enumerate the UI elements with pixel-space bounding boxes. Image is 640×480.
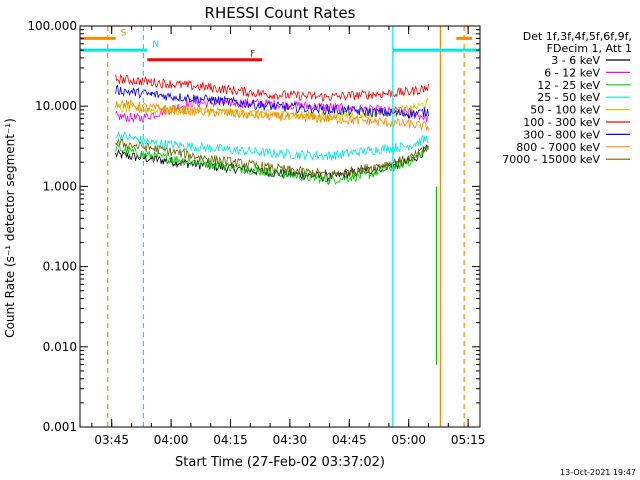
y-axis-label: Count Rate (s⁻¹ detector segment⁻¹) bbox=[3, 118, 17, 338]
x-tick-label-3: 04:15 bbox=[213, 433, 248, 447]
chart-series-layer bbox=[115, 73, 429, 186]
state-bar-label-s: S bbox=[121, 28, 127, 38]
y-tick-label-4: 1.000 bbox=[43, 179, 77, 193]
series-line-4 bbox=[115, 131, 429, 161]
legend-label-5: 50 - 100 keV bbox=[530, 104, 600, 117]
y-tick-label-3: 0.100 bbox=[43, 260, 77, 274]
x-tick-label-7: 05:15 bbox=[451, 433, 486, 447]
plot-frame bbox=[79, 25, 481, 428]
state-bar-label-n: N bbox=[152, 40, 159, 50]
x-tick-label-6: 05:00 bbox=[391, 433, 426, 447]
legend: Det 1f,3f,4f,5f,6f,9f, FDecim 1, Att 1 3… bbox=[502, 30, 632, 166]
x-tick-label-4: 04:30 bbox=[273, 433, 308, 447]
legend-label-7: 300 - 800 keV bbox=[523, 128, 600, 141]
axis-ticks: 0.001 0.010 0.100 1.000 10.000 100.000 03:45 04… bbox=[27, 19, 485, 447]
legend-header-line-1: Det 1f,3f,4f,5f,6f,9f, bbox=[523, 30, 632, 43]
y-tick-label-2: 0.010 bbox=[43, 340, 77, 354]
legend-header-line-2: FDecim 1, Att 1 bbox=[547, 42, 632, 55]
x-tick-label-2: 04:00 bbox=[154, 433, 189, 447]
y-tick-label-1: 0.001 bbox=[43, 420, 77, 434]
x-tick-label-1: 03:45 bbox=[94, 433, 129, 447]
y-tick-label-6: 100.000 bbox=[27, 19, 77, 33]
x-axis-label: Start Time (27-Feb-02 03:37:02) bbox=[175, 455, 385, 470]
legend-label-4: 25 - 50 keV bbox=[537, 91, 600, 104]
legend-label-6: 100 - 300 keV bbox=[523, 116, 600, 129]
series-line-9 bbox=[115, 137, 429, 179]
series-line-8 bbox=[115, 99, 429, 131]
x-tick-label-5: 04:45 bbox=[332, 433, 367, 447]
series-line-3 bbox=[115, 143, 429, 186]
series-line-6 bbox=[115, 73, 429, 102]
legend-label-9: 7000 - 15000 keV bbox=[502, 153, 600, 166]
state-bar-label-f: F bbox=[250, 50, 255, 60]
series-line-7 bbox=[115, 84, 429, 119]
y-tick-label-5: 10.000 bbox=[35, 99, 77, 113]
legend-label-8: 800 - 7000 keV bbox=[516, 141, 600, 154]
legend-label-2: 6 - 12 keV bbox=[544, 66, 600, 79]
legend-label-3: 12 - 25 keV bbox=[537, 79, 600, 92]
chart-title: RHESSI Count Rates bbox=[205, 4, 356, 22]
legend-label-1: 3 - 6 keV bbox=[551, 54, 600, 67]
footer-date: 13-Oct-2021 19:47 bbox=[560, 468, 636, 477]
chart-overlay-layer: S N F bbox=[80, 26, 480, 427]
